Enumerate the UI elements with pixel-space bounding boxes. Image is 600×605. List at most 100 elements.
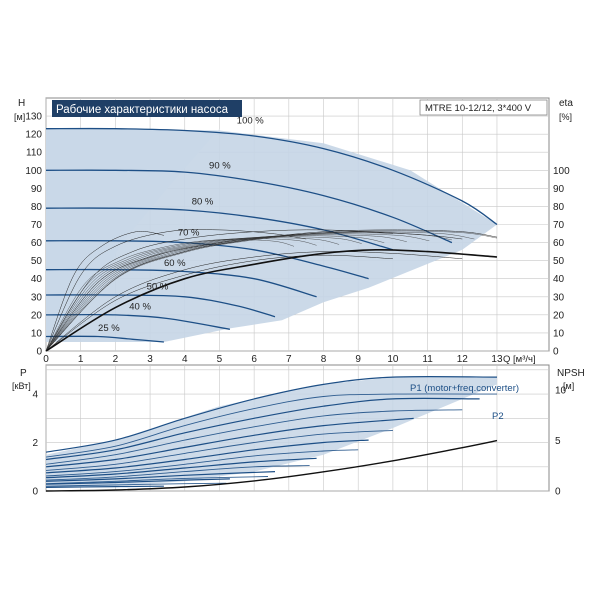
- p-tick-label: 4: [32, 390, 38, 401]
- npsh-tick-label: 0: [555, 487, 561, 498]
- y-axis-p-label: P: [20, 368, 27, 379]
- q-tick-label: 11: [422, 354, 433, 365]
- q-tick-label: 6: [251, 354, 257, 365]
- eta-curve-fan: [45, 238, 317, 352]
- q-tick-label: 12: [457, 354, 469, 365]
- q-tick-label: 9: [355, 354, 361, 365]
- series-label-p2: P2: [492, 411, 504, 422]
- q-tick-label: 2: [113, 354, 119, 365]
- q-tick-label: 13: [491, 354, 503, 365]
- title-box: [52, 100, 242, 117]
- eta-curve-fan: [45, 237, 340, 352]
- speed-label: 80 %: [192, 197, 214, 208]
- head-curve: [45, 169, 453, 244]
- eta-tick-label: 70: [553, 220, 565, 231]
- series-label-p1: P1 (motor+freq.converter): [410, 383, 519, 394]
- model-box: [419, 99, 548, 116]
- p2-curve: [45, 482, 227, 487]
- power-curves: [45, 375, 498, 492]
- eta-tick-label: 50: [553, 256, 565, 267]
- speed-label: 60 %: [164, 258, 186, 269]
- speed-label: 40 %: [129, 301, 151, 312]
- eta-tick-label: 30: [553, 292, 565, 303]
- speed-labels: 100 % 90 % 80 % 70 % 60 % 50 % 40 % 25 %: [98, 115, 264, 334]
- h-tick-label: 40: [31, 274, 43, 285]
- p2-curve: [45, 449, 359, 477]
- y-axis-eta-unit: [%]: [559, 112, 572, 122]
- model-label: MTRE 10-12/12, 3*400 V: [425, 103, 532, 114]
- h-tick-label: 0: [36, 347, 42, 358]
- eta-curve: [45, 229, 307, 352]
- eta-curve: [45, 251, 463, 352]
- eta-curve-fan: [45, 235, 385, 352]
- top-tick-labels: 0102030405060708090100110120130010203040…: [25, 112, 570, 365]
- eta-curve-fan: [45, 232, 452, 352]
- y-axis-eta-label: eta: [559, 98, 573, 109]
- eta-curve: [45, 254, 393, 352]
- h-tick-label: 10: [31, 328, 43, 339]
- h-tick-label: 30: [31, 292, 43, 303]
- p1-curve: [45, 457, 317, 479]
- npsh-tick-label: 10: [555, 386, 567, 397]
- y-axis-npsh-label: NPSH: [557, 368, 585, 379]
- eta-tick-label: 10: [553, 328, 565, 339]
- p1-curve: [45, 485, 164, 488]
- p1-curve: [45, 375, 498, 453]
- p2-curve: [45, 465, 310, 481]
- y-axis-npsh-unit: [м]: [563, 381, 574, 391]
- p1-curve: [45, 471, 276, 482]
- eta-tick-label: 60: [553, 238, 565, 249]
- eta-tick-label: 0: [553, 347, 559, 358]
- eta-curve: [45, 231, 164, 352]
- p2-curve: [45, 476, 269, 485]
- y-axis-p-unit: [кВт]: [12, 381, 31, 391]
- p-tick-label: 2: [32, 438, 38, 449]
- head-curve: [45, 207, 394, 251]
- p2-curve: [45, 409, 463, 465]
- npsh-tick-label: 5: [555, 436, 561, 447]
- speed-label: 100 %: [237, 115, 264, 126]
- eta-envelope: [45, 248, 498, 352]
- bottom-tick-labels: 0 2 4 0 5 10: [32, 386, 566, 498]
- h-tick-label: 50: [31, 256, 43, 267]
- q-tick-label: 3: [147, 354, 153, 365]
- h-tick-label: 80: [31, 202, 43, 213]
- speed-label: 25 %: [98, 323, 120, 334]
- head-curve: [45, 294, 276, 318]
- h-tick-label: 90: [31, 184, 43, 195]
- q-tick-label: 7: [286, 354, 292, 365]
- p1-curve: [45, 439, 369, 474]
- chart-title: Рабочие характеристики насоса: [56, 104, 229, 116]
- eta-curve-fan: [45, 231, 475, 352]
- h-tick-label: 70: [31, 220, 43, 231]
- npsh-curve: [45, 439, 498, 492]
- eta-tick-label: 80: [553, 202, 565, 213]
- eta-curve-fan: [45, 233, 430, 352]
- q-tick-label: 5: [217, 354, 223, 365]
- h-tick-label: 130: [25, 112, 42, 123]
- p2-curve: [45, 429, 393, 471]
- speed-label: 90 %: [209, 160, 231, 171]
- h-tick-label: 110: [26, 148, 42, 159]
- p1-curve: [45, 478, 230, 485]
- eta-tick-label: 20: [553, 310, 565, 321]
- p1-curve: [45, 397, 480, 461]
- p-tick-label: 0: [32, 487, 38, 498]
- p1-curve: [45, 417, 414, 468]
- head-curve: [45, 127, 498, 226]
- y-axis-h-label: H: [18, 98, 25, 109]
- eta-curve: [45, 229, 393, 352]
- q-tick-label: 1: [78, 354, 84, 365]
- speed-label: 70 %: [178, 227, 200, 238]
- h-tick-label: 120: [25, 130, 42, 141]
- eta-tick-label: 40: [553, 274, 565, 285]
- eta-tick-label: 90: [553, 184, 565, 195]
- eta-curve-fan: [45, 230, 498, 352]
- q-tick-label: 8: [321, 354, 327, 365]
- q-tick-label: 4: [182, 354, 188, 365]
- p2-curve: [45, 393, 498, 458]
- eta-tick-label: 100: [553, 166, 570, 177]
- q-tick-label: 0: [43, 354, 49, 365]
- eta-curve-fan: [45, 239, 295, 352]
